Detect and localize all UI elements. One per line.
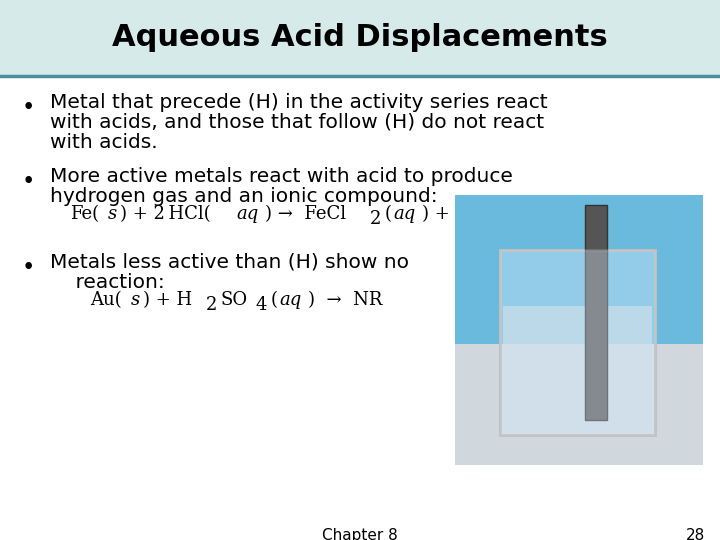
Text: Au(: Au( xyxy=(90,291,122,309)
Text: 2: 2 xyxy=(486,210,498,228)
Text: More active metals react with acid to produce: More active metals react with acid to pr… xyxy=(50,167,513,186)
Text: (: ( xyxy=(384,205,392,223)
FancyBboxPatch shape xyxy=(500,250,655,435)
Text: aq: aq xyxy=(279,291,302,309)
Text: aq: aq xyxy=(237,205,259,223)
Text: 4: 4 xyxy=(256,296,267,314)
Text: SO: SO xyxy=(221,291,248,309)
Text: reaction:: reaction: xyxy=(50,273,165,292)
Text: hydrogen gas and an ionic compound:: hydrogen gas and an ionic compound: xyxy=(50,187,438,206)
Text: ) + H: ) + H xyxy=(143,291,192,309)
Text: g: g xyxy=(510,205,521,223)
Text: Metal that precede (H) in the activity series react: Metal that precede (H) in the activity s… xyxy=(50,93,548,112)
Text: Chapter 8: Chapter 8 xyxy=(322,528,398,540)
FancyBboxPatch shape xyxy=(0,0,720,75)
Text: •: • xyxy=(22,170,35,193)
Text: s: s xyxy=(131,291,140,309)
Text: •: • xyxy=(22,256,35,279)
Text: with acids.: with acids. xyxy=(50,133,158,152)
FancyBboxPatch shape xyxy=(455,195,703,465)
Text: ) →  FeCl: ) → FeCl xyxy=(266,205,346,223)
Text: aq: aq xyxy=(394,205,416,223)
Text: Metals less active than (H) show no: Metals less active than (H) show no xyxy=(50,253,409,272)
FancyBboxPatch shape xyxy=(585,205,607,420)
FancyBboxPatch shape xyxy=(455,343,703,465)
Text: with acids, and those that follow (H) do not react: with acids, and those that follow (H) do… xyxy=(50,113,544,132)
Text: Fe(: Fe( xyxy=(70,205,99,223)
Text: )  →  NR: ) → NR xyxy=(308,291,383,309)
Text: ) + 2 HCl(: ) + 2 HCl( xyxy=(120,205,210,223)
Text: (: ( xyxy=(271,291,278,309)
FancyBboxPatch shape xyxy=(503,306,652,431)
Text: 2: 2 xyxy=(207,296,217,314)
Text: 28: 28 xyxy=(685,528,705,540)
Text: Aqueous Acid Displacements: Aqueous Acid Displacements xyxy=(112,23,608,52)
Text: •: • xyxy=(22,96,35,119)
Text: (: ( xyxy=(500,205,508,223)
Text: 2: 2 xyxy=(370,210,382,228)
Text: ) + H: ) + H xyxy=(423,205,472,223)
Text: s: s xyxy=(107,205,117,223)
Text: ): ) xyxy=(524,205,531,223)
